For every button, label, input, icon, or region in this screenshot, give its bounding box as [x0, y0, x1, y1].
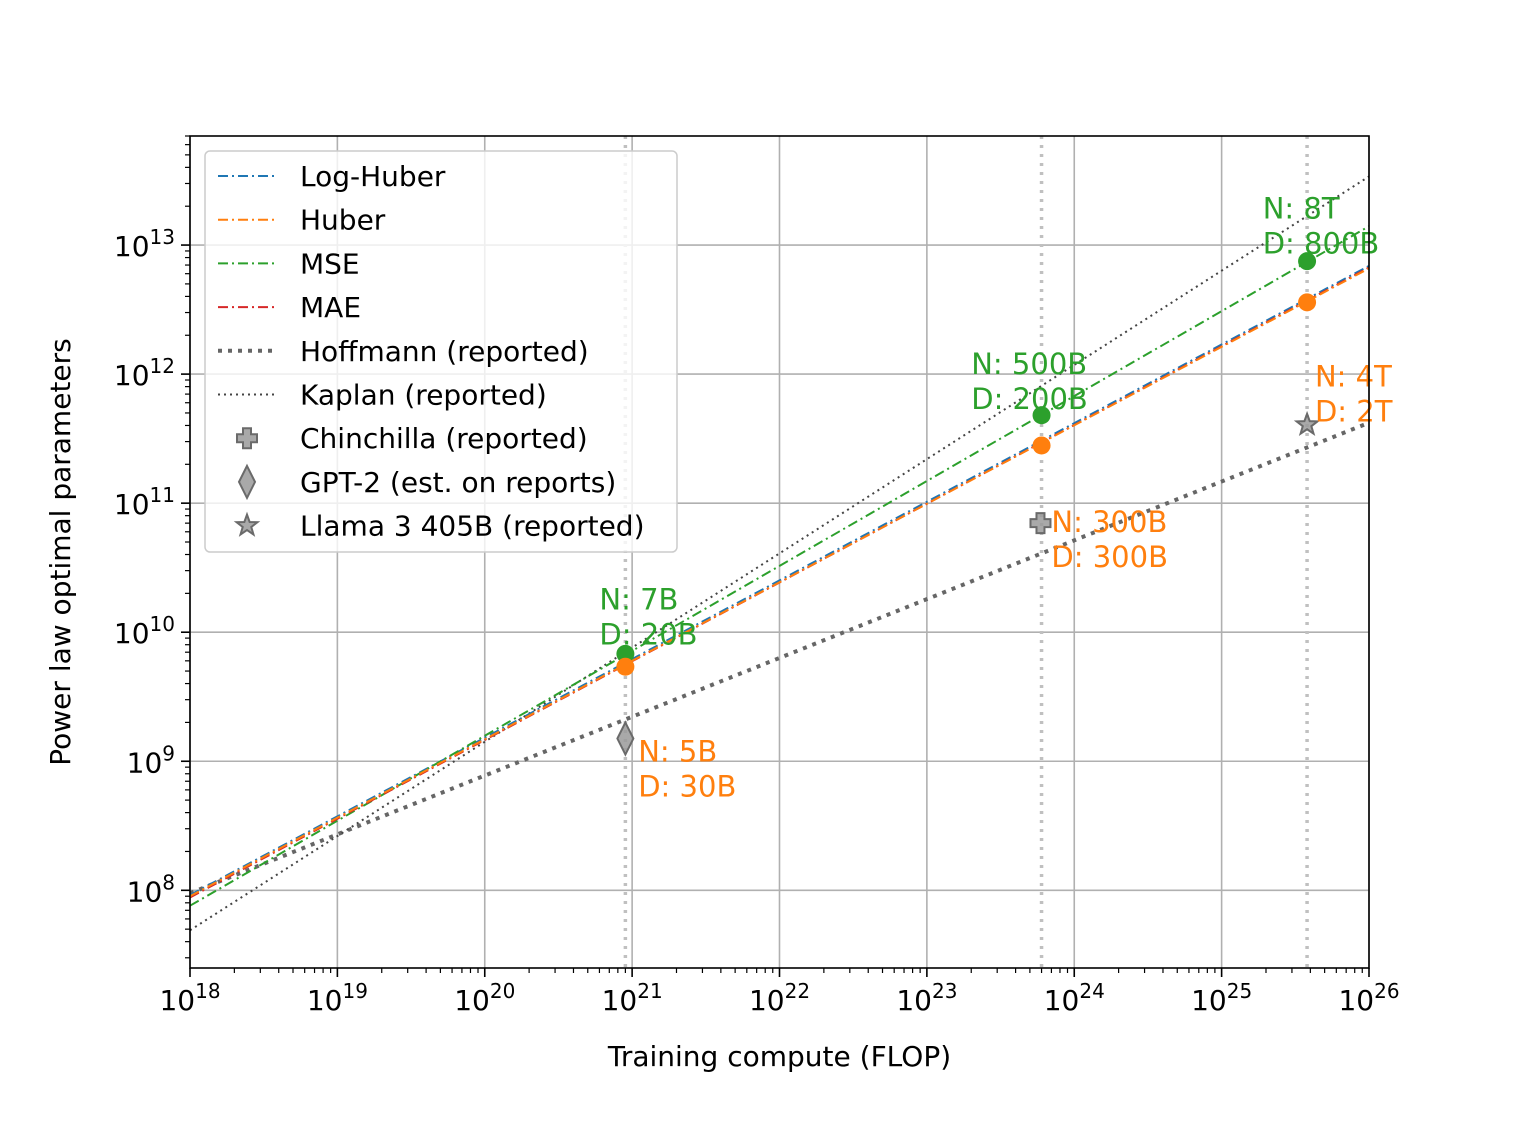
point-annotation: N: 300B D: 300B	[1051, 505, 1168, 574]
diamond-marker	[616, 720, 635, 757]
annotations: N: 7B D: 20B N: 5B D: 30B N: 500B D: 200B N: 3…	[599, 192, 1392, 804]
axis-ticks: 1018 1019 1020 1021 1022 1023 1024 1025 1026 108 1…	[114, 135, 1400, 1017]
legend-label: Log-Huber	[300, 160, 446, 193]
legend-label: GPT-2 (est. on reports)	[300, 466, 616, 499]
x-axis-label: Training compute (FLOP)	[607, 1040, 951, 1073]
y-tick-label: 1011	[114, 483, 175, 521]
series-line-huber	[189, 267, 1370, 898]
legend-label: MSE	[300, 247, 360, 280]
legend-diamond-icon	[237, 463, 257, 501]
legend-label: Hoffmann (reported)	[300, 335, 589, 368]
x-tick-label: 1026	[1338, 979, 1399, 1017]
legend-label: Chinchilla (reported)	[300, 422, 588, 455]
legend-star-icon	[233, 511, 261, 537]
optimal-points	[616, 252, 1317, 676]
legend-label: MAE	[300, 291, 361, 324]
y-tick-label: 1013	[114, 225, 175, 263]
x-tick-label: 1021	[602, 979, 663, 1017]
legend-label: Kaplan (reported)	[300, 379, 547, 412]
series-line-log-huber	[189, 264, 1370, 896]
plus-marker	[1029, 512, 1052, 535]
x-tick-label: 1023	[896, 979, 957, 1017]
legend-label: Llama 3 405B (reported)	[300, 510, 645, 543]
y-tick-label: 1012	[114, 354, 175, 392]
reference-vertical-lines	[623, 136, 1309, 968]
y-tick-label: 108	[127, 870, 175, 908]
point-annotation: N: 4T D: 2T	[1315, 360, 1393, 429]
legend-label: Huber	[300, 204, 386, 237]
point-annotation: N: 5B D: 30B	[638, 734, 736, 803]
x-tick-label: 1020	[454, 979, 515, 1017]
y-tick-label: 109	[127, 741, 175, 779]
y-axis-label: Power law optimal parameters	[44, 338, 77, 765]
point-annotation: N: 8T D: 800B	[1263, 192, 1380, 261]
optimal-point	[616, 644, 635, 663]
x-tick-label: 1024	[1044, 979, 1105, 1017]
reported-model-markers	[616, 410, 1321, 757]
legend-plus-icon	[236, 427, 258, 450]
point-annotation: N: 500B D: 200B	[971, 347, 1088, 416]
point-annotation: N: 7B D: 20B	[599, 582, 697, 651]
grid	[189, 136, 1370, 968]
optimal-point	[1298, 293, 1317, 312]
x-tick-label: 1018	[159, 979, 220, 1017]
optimal-point	[1032, 436, 1051, 455]
optimal-point	[616, 657, 635, 676]
star-marker	[1293, 410, 1321, 437]
x-tick-label: 1025	[1191, 979, 1252, 1017]
optimal-point	[1032, 406, 1051, 425]
optimal-point	[1298, 252, 1317, 271]
y-tick-label: 1010	[114, 612, 175, 650]
series-lines	[189, 175, 1370, 932]
legend: Log-Huber Huber MSE MAE Hoffmann (reported) K…	[204, 150, 678, 553]
x-tick-label: 1022	[749, 979, 810, 1017]
legend-box	[204, 150, 678, 553]
series-line-hoffmann-reported	[189, 420, 1370, 896]
x-tick-label: 1019	[307, 979, 368, 1017]
